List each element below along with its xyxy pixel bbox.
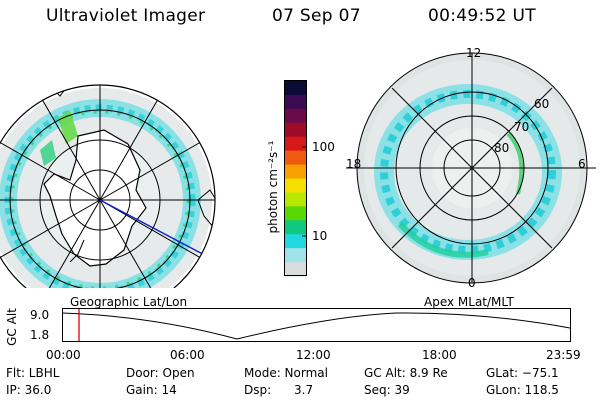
colorbar-unit-label: photon cm⁻²s⁻¹ [266, 140, 280, 234]
colorbar-segment [285, 108, 306, 124]
color-bar [284, 80, 307, 277]
colorbar-segment [285, 122, 306, 138]
altitude-tick-high: 9.0 [30, 308, 50, 322]
time-label: 00:49:52 UT [428, 6, 536, 26]
date-label: 07 Sep 07 [272, 6, 361, 26]
time-tick-2359: 23:59 [546, 348, 581, 362]
gc-alt-value: GC Alt: 8.9 Re [364, 366, 448, 380]
altitude-axis-title: GC Alt [5, 308, 19, 346]
lat-label-80: 80 [494, 141, 510, 155]
colorbar-segment [285, 192, 306, 207]
colorbar-segment [285, 206, 306, 221]
left-map-caption: Geographic Lat/Lon [70, 295, 188, 309]
colorbar-segment [285, 220, 306, 235]
mlt-label-0: 0 [468, 276, 476, 290]
mode-value: Mode: Normal [244, 366, 328, 380]
mlt-label-6: 6 [578, 157, 586, 171]
instrument-title: Ultraviolet Imager [46, 6, 206, 26]
ip-value: IP: 36.0 [6, 383, 52, 397]
colorbar-segment [285, 94, 306, 110]
gain-value: Gain: 14 [126, 383, 177, 397]
colorbar-segment [285, 164, 306, 179]
filter-value: Flt: LBHL [6, 366, 60, 380]
glat-value: GLat: −75.1 [486, 366, 559, 380]
colorbar-segment [285, 81, 306, 96]
colorbar-segment [285, 234, 306, 249]
right-map-caption: Apex MLat/MLT [424, 295, 514, 309]
colorbar-segment [285, 178, 306, 193]
colorbar-tick-100: 100 [312, 140, 335, 154]
lat-label-70: 70 [514, 120, 530, 134]
dsp-value: Dsp: 3.7 [244, 383, 314, 397]
colorbar-segment [285, 136, 306, 152]
mlt-label-18: 18 [346, 157, 362, 171]
time-tick-1200: 12:00 [296, 348, 331, 362]
seq-value: Seq: 39 [364, 383, 410, 397]
lat-label-60: 60 [534, 97, 550, 111]
time-tick-0000: 00:00 [46, 348, 81, 362]
magnetic-polar-map [346, 52, 596, 284]
colorbar-segment [285, 150, 306, 166]
colorbar-tick-10: 10 [312, 229, 328, 243]
glon-value: GLon: 118.5 [486, 383, 559, 397]
colorbar-segment [285, 248, 306, 263]
colorbar-segment [285, 262, 306, 277]
time-tick-1800: 18:00 [422, 348, 457, 362]
altitude-tick-low: 1.8 [30, 328, 50, 342]
altitude-plot [62, 308, 571, 342]
geographic-map [0, 84, 216, 288]
door-value: Door: Open [126, 366, 195, 380]
mlt-label-12: 12 [466, 46, 482, 60]
time-tick-0600: 06:00 [170, 348, 205, 362]
